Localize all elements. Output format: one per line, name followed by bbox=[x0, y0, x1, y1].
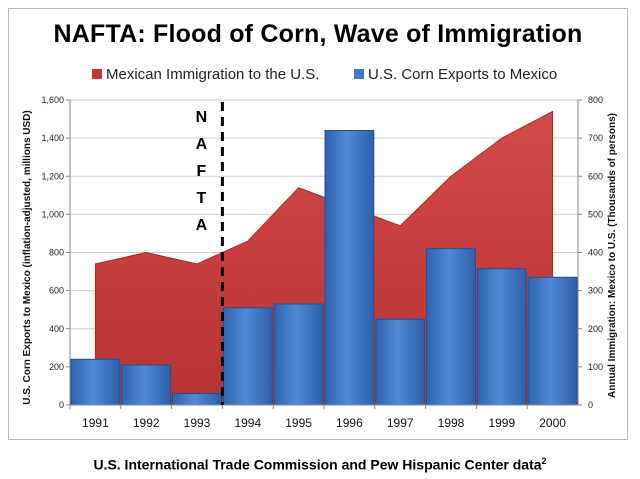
x-tick-label-1999: 1999 bbox=[488, 416, 515, 430]
x-tick-label-1996: 1996 bbox=[336, 416, 363, 430]
y-left-tick-label: 0 bbox=[59, 400, 64, 410]
y-right-tick-label: 0 bbox=[588, 400, 593, 410]
y-left-tick-label: 1,200 bbox=[41, 171, 64, 181]
y-right-tick-label: 200 bbox=[588, 324, 603, 334]
x-tick-label-1995: 1995 bbox=[285, 416, 312, 430]
x-tick-label-2000: 2000 bbox=[539, 416, 566, 430]
y-left-tick-label: 1,000 bbox=[41, 209, 64, 219]
x-tick-label-1993: 1993 bbox=[184, 416, 211, 430]
bar-corn-2000 bbox=[527, 276, 578, 406]
legend-item-immigration: Mexican Immigration to the U.S. bbox=[92, 66, 319, 83]
bar-corn-1996 bbox=[324, 130, 375, 406]
y-right-tick-label: 700 bbox=[588, 133, 603, 143]
y-left-tick-label: 1,600 bbox=[41, 95, 64, 105]
y-left-tick-label: 800 bbox=[49, 248, 64, 258]
bar-corn-1992 bbox=[121, 364, 172, 406]
x-tick-label-1992: 1992 bbox=[133, 416, 160, 430]
bar-corn-1999 bbox=[476, 268, 527, 406]
x-tick-label-1994: 1994 bbox=[234, 416, 261, 430]
source-caption-footnote: 2 bbox=[541, 456, 547, 466]
nafta-annotation-letter: F bbox=[197, 163, 207, 180]
nafta-annotation-letter: A bbox=[196, 217, 208, 234]
legend-swatch-immigration bbox=[92, 69, 102, 79]
y-right-tick-label: 500 bbox=[588, 209, 603, 219]
nafta-annotation-letter: N bbox=[196, 109, 208, 126]
source-caption-text: U.S. International Trade Commission and … bbox=[93, 456, 542, 473]
bar-corn-1994 bbox=[222, 307, 273, 406]
nafta-annotation-letter: A bbox=[196, 136, 208, 153]
legend-item-corn-exports: U.S. Corn Exports to Mexico bbox=[354, 66, 557, 83]
x-tick-label-1997: 1997 bbox=[387, 416, 414, 430]
y-right-tick-label: 600 bbox=[588, 171, 603, 181]
x-tick-label-1991: 1991 bbox=[82, 416, 109, 430]
nafta-annotation-letter: T bbox=[197, 190, 207, 207]
y-right-tick-label: 300 bbox=[588, 286, 603, 296]
bar-corn-1991 bbox=[70, 358, 121, 406]
y-right-tick-label: 400 bbox=[588, 248, 603, 258]
x-tick-label-1998: 1998 bbox=[438, 416, 465, 430]
y-left-tick-label: 200 bbox=[49, 362, 64, 372]
chart-title: NAFTA: Flood of Corn, Wave of Immigratio… bbox=[53, 20, 583, 48]
y-left-tick-label: 600 bbox=[49, 286, 64, 296]
bar-corn-1998 bbox=[426, 248, 476, 406]
y-left-axis-title: U.S. Corn Exports to Mexico (inflation-a… bbox=[22, 110, 33, 404]
y-right-axis-title: Annual Immigration: Mexico to U.S. (Thou… bbox=[607, 113, 618, 398]
bar-corn-1995 bbox=[273, 303, 324, 406]
source-caption: U.S. International Trade Commission and … bbox=[0, 456, 640, 473]
legend-label-corn-exports: U.S. Corn Exports to Mexico bbox=[368, 66, 558, 83]
y-left-tick-label: 400 bbox=[49, 324, 64, 334]
y-right-tick-label: 800 bbox=[588, 95, 603, 105]
bar-corn-1997 bbox=[375, 318, 426, 406]
y-right-tick-label: 100 bbox=[588, 362, 603, 372]
y-left-tick-label: 1,400 bbox=[41, 133, 64, 143]
legend-swatch-corn-exports bbox=[354, 69, 364, 79]
legend-label-immigration: Mexican Immigration to the U.S. bbox=[106, 66, 320, 83]
bar-corn-1993 bbox=[172, 393, 222, 406]
